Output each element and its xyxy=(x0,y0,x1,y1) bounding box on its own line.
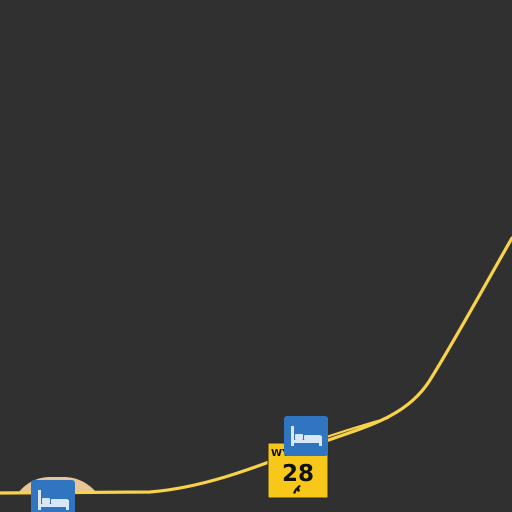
route-shield-state: WY xyxy=(271,448,290,459)
lodging-marker[interactable] xyxy=(284,416,328,456)
highway-road xyxy=(0,236,512,495)
bucking-horse-icon xyxy=(293,485,301,494)
route-shield[interactable]: WY 28 xyxy=(267,442,329,499)
lodging-marker[interactable] xyxy=(31,480,75,512)
route-shield-number: 28 xyxy=(282,461,314,487)
lodging-bed-icon xyxy=(291,426,322,446)
lodging-bed-icon xyxy=(38,490,69,510)
